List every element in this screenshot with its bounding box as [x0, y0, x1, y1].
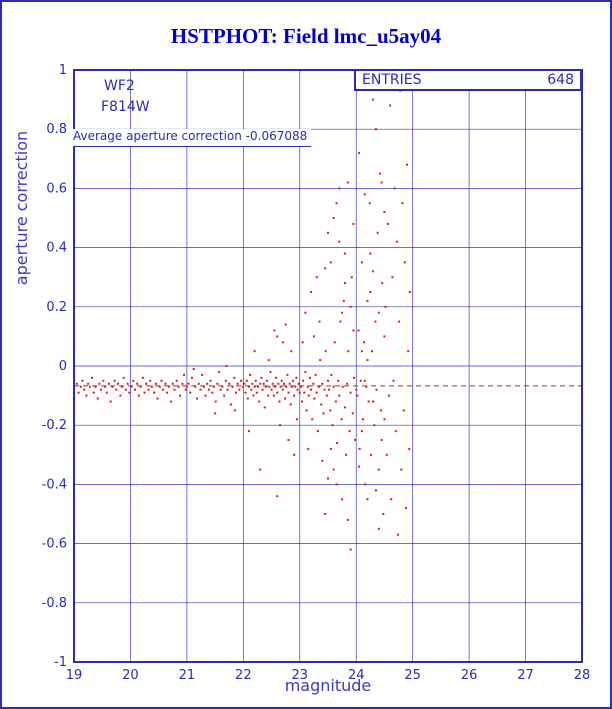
- svg-text:1: 1: [59, 63, 67, 78]
- svg-text:-0.4: -0.4: [42, 477, 67, 492]
- filter-label: F814W: [101, 99, 150, 115]
- svg-text:22: 22: [235, 668, 252, 683]
- page-title: HSTPHOT: Field lmc_u5ay04: [170, 24, 442, 48]
- svg-text:25: 25: [404, 668, 421, 683]
- svg-text:0.6: 0.6: [46, 181, 67, 196]
- svg-text:19: 19: [66, 668, 83, 683]
- svg-text:-1: -1: [54, 655, 67, 670]
- svg-text:-0.2: -0.2: [42, 418, 67, 433]
- x-axis-title: magnitude: [284, 676, 372, 695]
- average-correction-annotation: Average aperture correction -0.067088: [73, 129, 312, 147]
- svg-text:0.8: 0.8: [46, 122, 67, 137]
- stats-box: ENTRIES 648: [354, 69, 582, 91]
- svg-text:-0.6: -0.6: [42, 537, 67, 552]
- svg-text:27: 27: [517, 668, 534, 683]
- svg-text:24: 24: [348, 668, 365, 683]
- stats-box-label: ENTRIES: [362, 72, 422, 88]
- svg-text:-0.8: -0.8: [42, 596, 67, 611]
- svg-text:28: 28: [574, 668, 591, 683]
- svg-text:26: 26: [461, 668, 478, 683]
- svg-text:0.4: 0.4: [46, 241, 67, 256]
- stats-box-value: 648: [547, 72, 574, 88]
- svg-text:0.2: 0.2: [46, 300, 67, 315]
- svg-text:20: 20: [122, 668, 139, 683]
- detector-label: WF2: [104, 78, 135, 94]
- y-axis-title: aperture correction: [12, 130, 31, 286]
- svg-text:23: 23: [292, 668, 309, 683]
- svg-text:0: 0: [59, 359, 67, 374]
- svg-text:21: 21: [179, 668, 196, 683]
